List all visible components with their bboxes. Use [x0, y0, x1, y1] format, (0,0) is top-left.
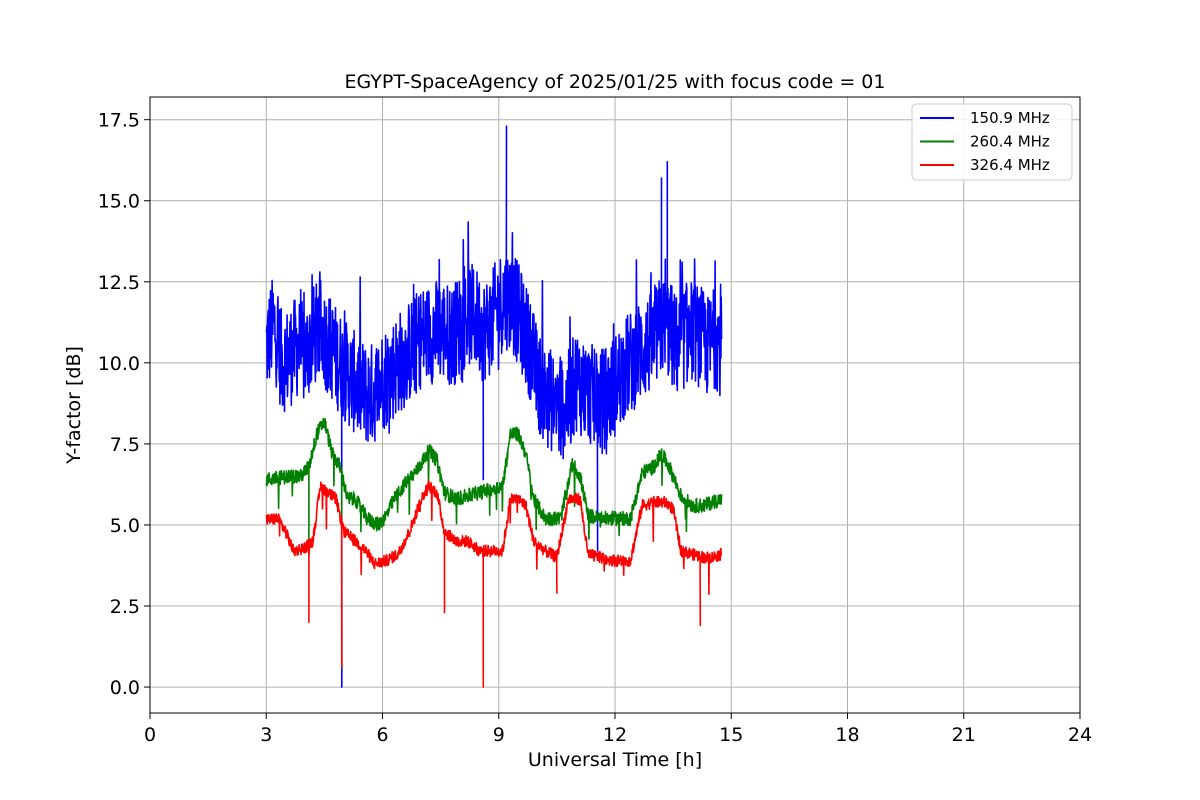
x-tick-label: 21	[952, 724, 976, 746]
series-layer	[265, 125, 723, 688]
x-tick-label: 24	[1068, 724, 1092, 746]
chart-title: EGYPT-SpaceAgency of 2025/01/25 with foc…	[345, 71, 886, 93]
x-axis-ticks: 0 3 6 9 12 15 18 21 24	[144, 713, 1092, 746]
plot-area: 0 3 6 9 12 15 18 21 24 0.0 2.5 5.0 7.5 10.0 12.5 15.0 1…	[98, 96, 1092, 746]
legend-label: 326.4 MHz	[970, 156, 1050, 174]
legend-box	[911, 103, 1073, 181]
x-tick-label: 15	[719, 724, 743, 746]
y-tick-label: 15.0	[98, 191, 140, 213]
y-tick-label: 0.0	[110, 677, 140, 699]
x-tick-label: 6	[376, 724, 388, 746]
y-tick-label: 12.5	[98, 272, 140, 294]
x-tick-label: 0	[144, 724, 156, 746]
x-tick-label: 12	[603, 724, 627, 746]
x-tick-label: 9	[493, 724, 505, 746]
y-axis-ticks: 0.0 2.5 5.0 7.5 10.0 12.5 15.0 17.5	[98, 110, 150, 699]
y-axis-label: Y-factor [dB]	[63, 346, 85, 465]
series-line-150-9-mhz	[265, 125, 723, 688]
legend-label: 150.9 MHz	[970, 109, 1050, 127]
y-tick-label: 2.5	[110, 596, 140, 618]
legend-label: 260.4 MHz	[970, 133, 1050, 151]
y-tick-label: 17.5	[98, 110, 140, 132]
y-tick-label: 7.5	[110, 434, 140, 456]
legend: 150.9 MHz 260.4 MHz 326.4 MHz	[911, 103, 1073, 181]
y-tick-label: 10.0	[98, 353, 140, 375]
series-line-326-4-mhz	[265, 480, 722, 688]
x-tick-label: 18	[835, 724, 859, 746]
x-axis-label: Universal Time [h]	[528, 749, 702, 771]
series-line-260-4-mhz	[265, 417, 723, 669]
y-tick-label: 5.0	[110, 515, 140, 537]
x-tick-label: 3	[260, 724, 272, 746]
